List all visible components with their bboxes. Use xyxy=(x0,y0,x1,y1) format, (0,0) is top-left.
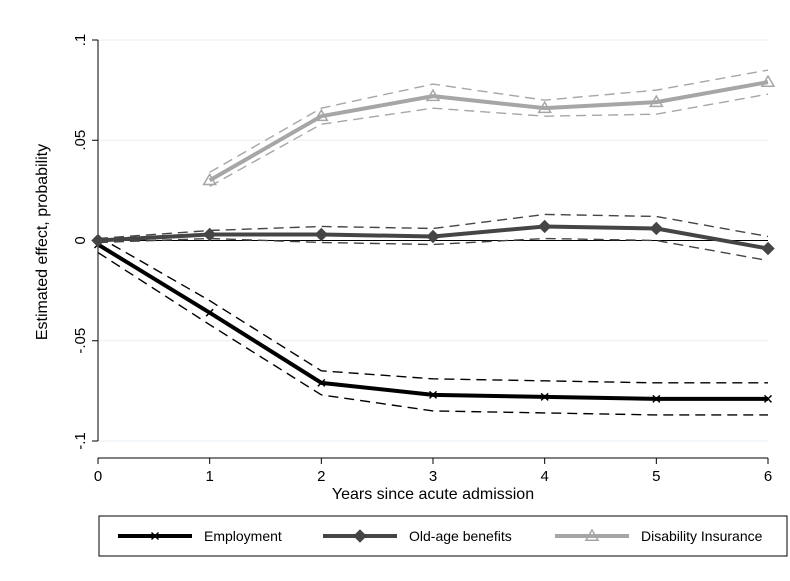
x-tick-label: 2 xyxy=(317,468,325,485)
series-old-age-benefits-point xyxy=(314,227,329,242)
y-tick-label: .1 xyxy=(72,34,89,47)
series-disability-insurance-point xyxy=(314,108,329,122)
y-tick-label: -.1 xyxy=(72,432,89,450)
y-tick-label: 0 xyxy=(72,236,89,244)
series-employment-ci-upper xyxy=(97,235,768,384)
series-employment-point xyxy=(317,378,326,387)
legend-item-old-age-benefits: Old-age benefits xyxy=(323,528,512,544)
marker-stroke xyxy=(540,392,549,401)
series-disability-insurance-ci-lower xyxy=(209,93,769,187)
x-axis-label: Years since acute admission xyxy=(332,486,534,503)
legend-item-employment: Employment xyxy=(118,528,282,544)
marker-stroke xyxy=(763,394,773,403)
series-disability-insurance-ci-upper xyxy=(209,69,769,173)
series-old-age-benefits-point xyxy=(761,241,775,256)
x-tick-label: 5 xyxy=(652,468,660,485)
legend-label: Employment xyxy=(204,528,282,544)
x-tick-label: 4 xyxy=(540,468,548,485)
series-group xyxy=(91,69,776,416)
series-disability-insurance-point xyxy=(760,74,776,88)
series-employment-point xyxy=(652,394,661,403)
x-tick-label: 3 xyxy=(429,468,437,485)
series-old-age-benefits-point xyxy=(91,233,105,248)
legend-swatch-marker xyxy=(353,529,367,543)
x-tick-label: 0 xyxy=(94,468,102,485)
x-tick-label: 6 xyxy=(764,468,772,485)
legend-box xyxy=(98,515,788,557)
series-disability-insurance-point xyxy=(537,100,552,114)
series-employment-point xyxy=(205,308,214,317)
series-disability-insurance-line xyxy=(208,80,769,183)
legend-label: Old-age benefits xyxy=(409,528,512,544)
marker-stroke xyxy=(428,390,438,399)
series-old-age-benefits-point xyxy=(649,221,664,236)
series-old-age-benefits-point xyxy=(537,219,552,234)
y-tick-label: -.05 xyxy=(72,328,89,354)
series-employment-point xyxy=(763,394,773,403)
axes: -.1 -.05 0 .05 .1 0 1 2 3 4 5 6 xyxy=(72,34,772,485)
legend-label: Disability Insurance xyxy=(641,528,763,544)
marker-stroke xyxy=(317,378,326,387)
series-employment-point xyxy=(428,390,438,399)
series-disability-insurance-point xyxy=(425,88,441,102)
marker-stroke xyxy=(205,308,214,317)
y-axis-label: Estimated effect, probability xyxy=(34,144,51,340)
series-old-age-benefits-point xyxy=(426,229,440,244)
marker-stroke xyxy=(652,394,661,403)
series-old-age-benefits-point xyxy=(202,227,217,242)
legend-swatch-marker xyxy=(584,528,600,541)
legend: Employment Old-age benefits Disability Ins… xyxy=(98,515,788,557)
marker-stroke xyxy=(150,531,160,541)
series-employment-point xyxy=(540,392,549,401)
series-disability-insurance-point xyxy=(649,94,664,108)
legend-swatch-marker xyxy=(150,531,160,541)
x-tick-label: 1 xyxy=(205,468,213,485)
y-tick-label: .05 xyxy=(72,130,89,151)
series-employment-ci-lower xyxy=(97,251,768,416)
series-disability-insurance-point xyxy=(202,172,217,186)
legend-item-disability-insurance: Disability Insurance xyxy=(555,528,763,544)
